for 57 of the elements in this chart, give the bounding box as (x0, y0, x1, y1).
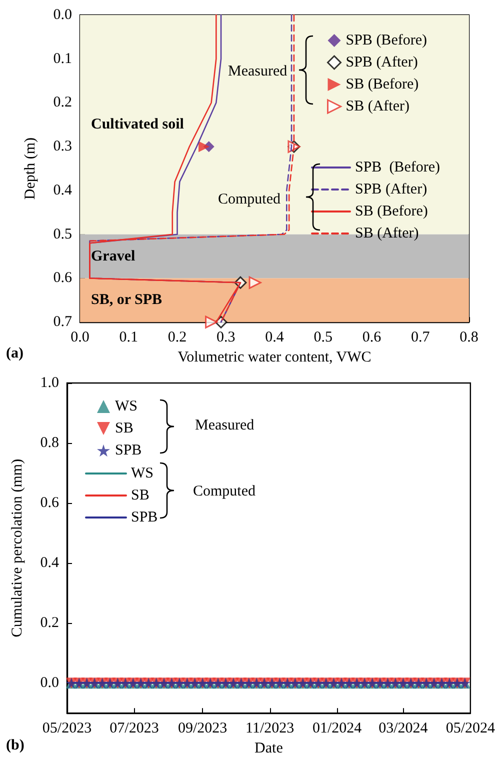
text: (b) (6, 738, 24, 754)
y-tick-label: 0.7 (53, 314, 72, 330)
y-tick-label: 0.3 (53, 138, 72, 155)
y-tick-label: 0.2 (40, 615, 59, 632)
x-axis-title: Volumetric water content, VWC (178, 350, 372, 366)
annotation: Computed (193, 484, 256, 500)
y-tick-label: 0.1 (53, 50, 72, 67)
text: (a) (6, 346, 24, 362)
x-tick-label: 09/2023 (178, 720, 228, 737)
x-tick-label: 07/2023 (110, 720, 159, 737)
legend-label: WS (131, 466, 154, 482)
annotation: Measured (195, 418, 255, 434)
x-axis-title: Date (254, 740, 284, 756)
y-tick-label: 0.0 (40, 675, 59, 692)
legend-label: SPB (131, 510, 158, 526)
x-tick-label: 0.8 (460, 330, 478, 346)
x-tick-label: 0.6 (362, 330, 382, 346)
x-tick-label: 05/2023 (42, 720, 92, 737)
legend-label: SPB (After) (346, 54, 418, 70)
band-label: SB, or SPB (91, 292, 162, 308)
y-tick-label: 0.2 (53, 94, 72, 111)
y-axis-title: Cumulative percolation (mm) (10, 458, 26, 638)
x-tick-label: 0.4 (265, 330, 284, 346)
legend-label: SPB (After) (355, 182, 428, 198)
legend-label: SB (After) (355, 226, 419, 242)
x-tick-label: 05/2024 (446, 720, 496, 737)
y-tick-label: 0.6 (53, 270, 72, 286)
legend-label: SPB (115, 442, 142, 458)
y-tick-label: 0.4 (40, 555, 60, 572)
annotation: Measured (228, 64, 288, 80)
legend-label: SB (Before) (346, 76, 419, 92)
band-label: Cultivated soil (91, 116, 184, 133)
legend-label: SB (115, 420, 134, 436)
x-tick-label: 0.1 (119, 330, 138, 346)
legend-label: SPB (Before) (346, 32, 427, 48)
y-axis-title: Depth (m) (22, 138, 38, 200)
band-label: Gravel (91, 248, 136, 264)
x-tick-label: 0.5 (314, 330, 332, 346)
legend-label: SB (After) (346, 98, 410, 114)
x-tick-label: 0.3 (216, 330, 236, 346)
x-tick-label: 0.2 (168, 330, 187, 346)
x-tick-label: 11/2023 (246, 720, 294, 737)
y-tick-label: 0.6 (40, 495, 60, 512)
y-tick-label: 0.0 (53, 7, 72, 23)
legend-label: SB (Before) (355, 204, 428, 220)
annotation: Computed (218, 192, 281, 208)
x-tick-label: 03/2024 (378, 720, 428, 737)
legend-label: SPB (Before) (355, 160, 440, 176)
y-tick-label: 0.5 (53, 226, 72, 242)
x-tick-label: 0.0 (70, 330, 90, 346)
x-tick-label: 01/2024 (312, 720, 362, 737)
y-tick-label: 0.8 (40, 435, 59, 452)
y-tick-label: 0.4 (53, 182, 72, 198)
legend-label: SB (131, 488, 150, 504)
y-tick-label: 1.0 (40, 375, 59, 391)
legend-label: WS (115, 398, 138, 414)
x-tick-label: 0.7 (411, 330, 430, 346)
